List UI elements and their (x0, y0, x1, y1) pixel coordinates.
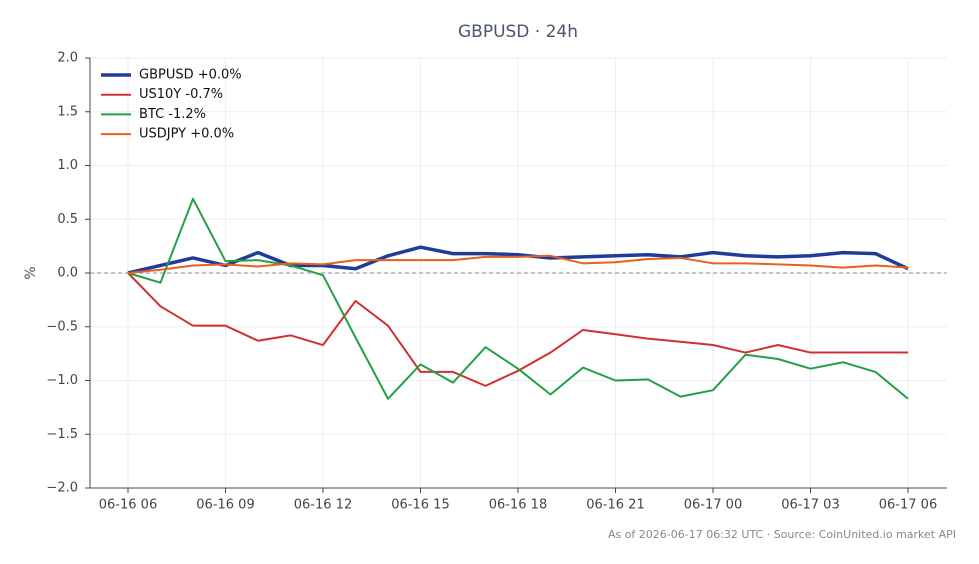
y-tick-label: 1.0 (57, 158, 78, 173)
legend-label: US10Y -0.7% (139, 87, 223, 102)
series-line (127, 272, 908, 387)
y-tick-label: −1.5 (46, 427, 78, 442)
y-tick-label: 1.5 (57, 104, 78, 119)
x-tick-label: 06-17 06 (879, 498, 937, 513)
y-axis-label: % (23, 266, 39, 279)
y-tick-label: −1.0 (46, 373, 78, 388)
series-line (127, 254, 909, 274)
y-tick-label: 0.5 (57, 212, 78, 227)
x-tick-label: 06-17 03 (781, 498, 839, 513)
x-tick-label: 06-16 18 (489, 498, 547, 513)
x-tick-label: 06-16 21 (586, 498, 644, 513)
y-tick-label: −0.5 (46, 319, 78, 334)
x-tick-label: 06-17 00 (684, 498, 742, 513)
x-tick-label: 06-16 15 (391, 498, 449, 513)
y-tick-label: 0.0 (57, 266, 78, 281)
x-tick-label: 06-16 12 (294, 498, 352, 513)
legend-label: USDJPY +0.0% (139, 127, 234, 142)
footnote: As of 2026-06-17 06:32 UTC · Source: Coi… (608, 528, 956, 541)
y-tick-label: −2.0 (46, 481, 78, 496)
series-line (127, 197, 909, 400)
x-tick-label: 06-16 09 (196, 498, 254, 513)
legend-label: BTC -1.2% (139, 107, 206, 122)
x-tick-label: 06-16 06 (99, 498, 157, 513)
series-line (127, 245, 909, 275)
legend-label: GBPUSD +0.0% (139, 68, 242, 83)
y-tick-label: 2.0 (57, 51, 78, 66)
chart-title: GBPUSD · 24h (458, 22, 578, 42)
